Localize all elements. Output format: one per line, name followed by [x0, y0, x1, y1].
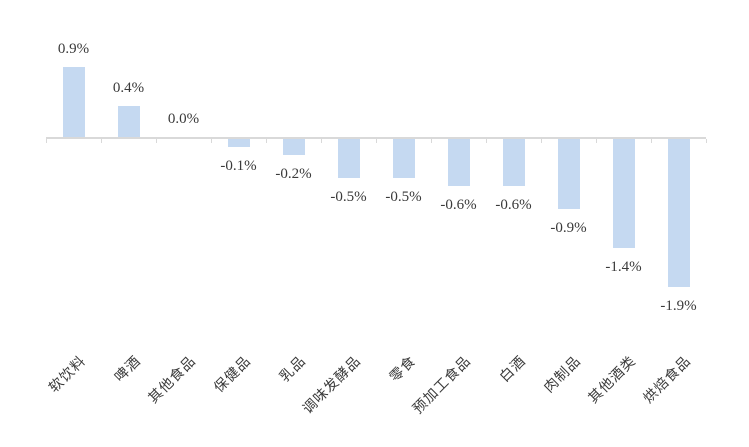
bar-value-label: -1.4% [605, 259, 642, 275]
bar-value-label: -1.9% [660, 298, 697, 314]
bar-value-label: -0.5% [330, 189, 367, 205]
bar [392, 139, 415, 178]
category-label: 其他酒类 [584, 352, 639, 407]
x-axis-tick [376, 139, 377, 143]
x-axis-tick [651, 139, 652, 143]
category-label: 乳品 [275, 352, 309, 385]
bar [502, 139, 525, 186]
x-axis-tick [266, 139, 267, 143]
x-axis-tick [541, 139, 542, 143]
bar-value-label: 0.0% [167, 111, 200, 127]
bar-value-label: -0.6% [440, 197, 477, 213]
bar-value-label: 0.4% [112, 80, 145, 96]
category-label: 零食 [385, 352, 419, 385]
x-axis-tick [486, 139, 487, 143]
bar-value-label: -0.5% [385, 189, 422, 205]
x-axis-line [46, 137, 706, 139]
x-axis-tick [46, 139, 47, 143]
category-label: 肉制品 [539, 352, 584, 396]
bar [447, 139, 470, 186]
bar-value-label: -0.1% [220, 158, 257, 174]
bar [227, 139, 250, 147]
x-axis-tick [101, 139, 102, 143]
category-label: 保健品 [209, 352, 254, 396]
bar [117, 106, 140, 137]
category-label: 调味发酵品 [298, 352, 364, 417]
category-label: 啤酒 [110, 352, 144, 385]
bar [612, 139, 635, 248]
bar-value-label: 0.9% [57, 41, 90, 57]
category-label: 软饮料 [44, 352, 89, 396]
category-label: 其他食品 [144, 352, 199, 407]
x-axis-tick [321, 139, 322, 143]
bar [62, 67, 85, 137]
bar [667, 139, 690, 287]
bar-value-label: -0.2% [275, 166, 312, 182]
x-axis-tick [211, 139, 212, 143]
x-axis-tick [156, 139, 157, 143]
x-axis-tick [706, 139, 707, 143]
bar [337, 139, 360, 178]
bar-value-label: -0.6% [495, 197, 532, 213]
bar [282, 139, 305, 155]
category-label: 预加工食品 [408, 352, 474, 417]
x-axis-tick [596, 139, 597, 143]
x-axis-tick [431, 139, 432, 143]
category-label: 烘焙食品 [639, 352, 694, 407]
bar [557, 139, 580, 209]
category-label: 白酒 [495, 352, 529, 385]
bar-value-label: -0.9% [550, 220, 587, 236]
